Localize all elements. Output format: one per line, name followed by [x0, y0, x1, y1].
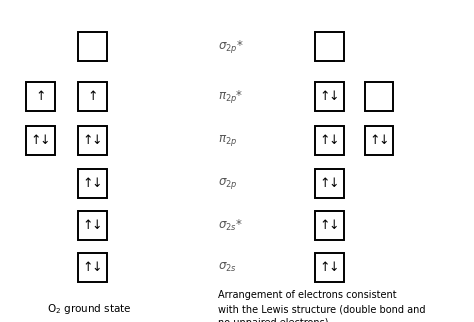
Text: Arrangement of electrons consistent
with the Lewis structure (double bond and
no: Arrangement of electrons consistent with… [218, 290, 426, 322]
Text: ↓: ↓ [92, 177, 102, 190]
Text: ↑: ↑ [82, 261, 93, 274]
Text: ↑: ↑ [319, 219, 330, 232]
Text: ↑: ↑ [319, 177, 330, 190]
Text: ↓: ↓ [329, 219, 339, 232]
Text: ↓: ↓ [329, 261, 339, 274]
Bar [78, 169, 107, 198]
Bar [26, 82, 55, 111]
Text: ↓: ↓ [92, 134, 102, 147]
Text: $\pi_{2p}$: $\pi_{2p}$ [218, 133, 237, 147]
Text: ↑: ↑ [35, 90, 46, 103]
Text: ↓: ↓ [329, 134, 339, 147]
Bar [365, 126, 393, 155]
Text: $\sigma_{2p}$: $\sigma_{2p}$ [218, 176, 237, 191]
Bar [315, 253, 344, 282]
Bar [315, 82, 344, 111]
Text: $\sigma_{2s}$*: $\sigma_{2s}$* [218, 218, 243, 233]
Text: ↑: ↑ [82, 219, 93, 232]
Text: ↓: ↓ [329, 177, 339, 190]
Text: ↑: ↑ [319, 134, 330, 147]
Bar [315, 169, 344, 198]
Text: $\sigma_{2s}$: $\sigma_{2s}$ [218, 261, 237, 274]
Bar [78, 82, 107, 111]
Text: ↑: ↑ [319, 261, 330, 274]
Text: ↓: ↓ [379, 134, 389, 147]
Text: ↑: ↑ [369, 134, 380, 147]
Bar [26, 126, 55, 155]
Text: ↓: ↓ [329, 90, 339, 103]
Text: $\sigma_{2p}$*: $\sigma_{2p}$* [218, 38, 244, 55]
Text: ↑: ↑ [82, 177, 93, 190]
Text: $\pi_{2p}$*: $\pi_{2p}$* [218, 88, 244, 105]
Bar [315, 32, 344, 61]
Text: ↑: ↑ [82, 134, 93, 147]
Bar [78, 126, 107, 155]
Text: ↓: ↓ [92, 219, 102, 232]
Bar [315, 211, 344, 240]
Text: ↓: ↓ [92, 261, 102, 274]
Bar [78, 253, 107, 282]
Bar [365, 82, 393, 111]
Text: O$_2$ ground state: O$_2$ ground state [47, 302, 132, 316]
Bar [78, 32, 107, 61]
Text: ↓: ↓ [40, 134, 50, 147]
Text: ↑: ↑ [30, 134, 41, 147]
Bar [315, 126, 344, 155]
Bar [78, 211, 107, 240]
Text: ↑: ↑ [319, 90, 330, 103]
Text: ↑: ↑ [87, 90, 98, 103]
